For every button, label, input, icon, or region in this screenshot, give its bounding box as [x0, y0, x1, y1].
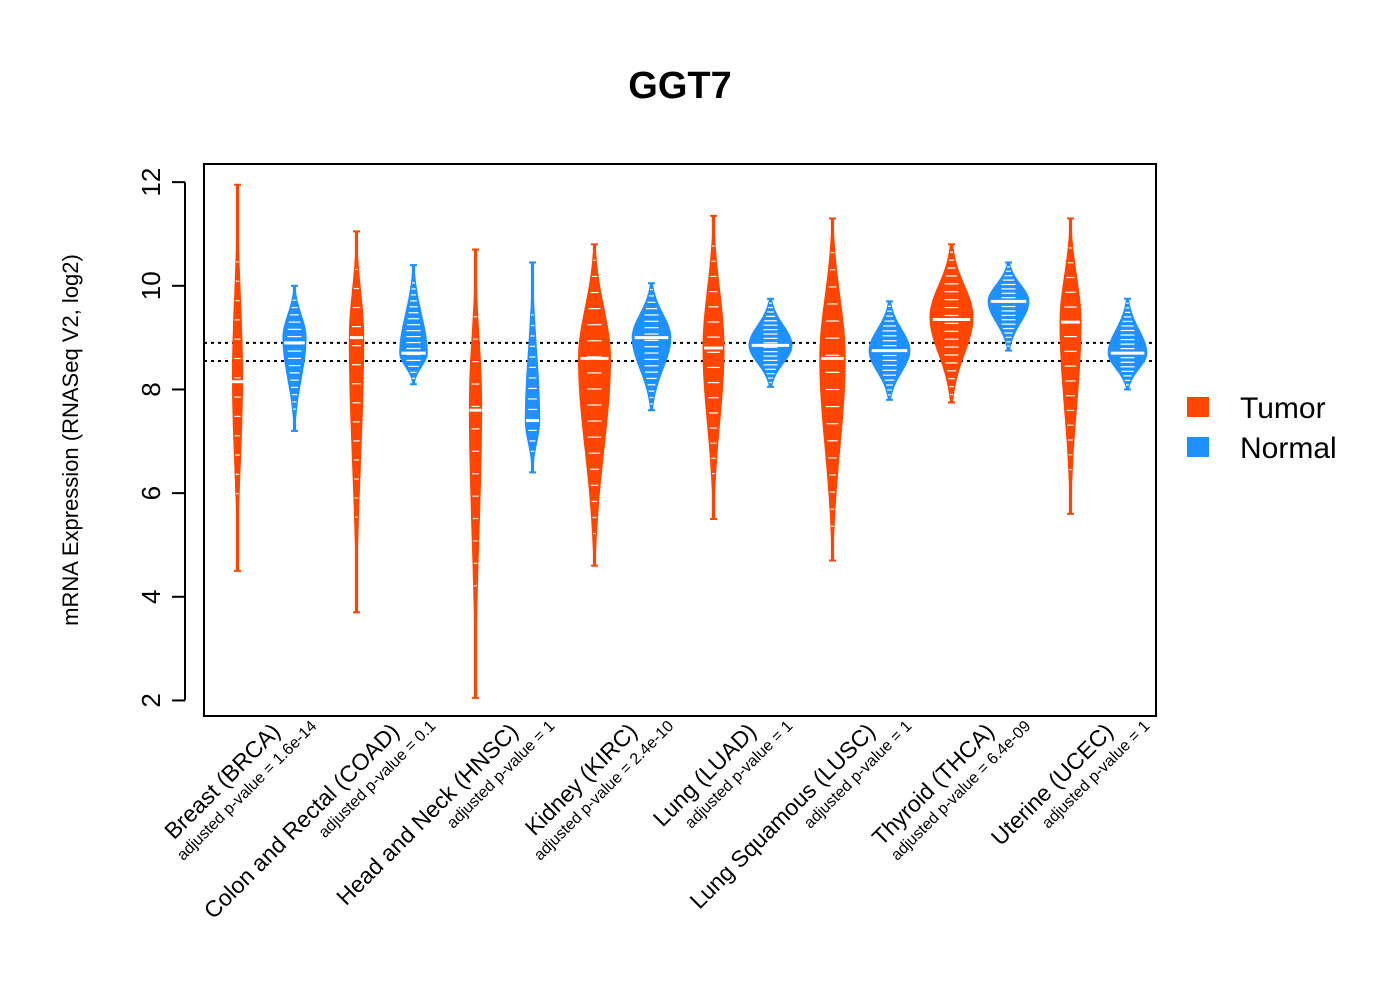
chart-title: GGT7 — [628, 65, 731, 107]
y-tick-label-6: 6 — [136, 486, 166, 500]
legend-swatch-normal — [1187, 437, 1209, 457]
category-label-coad: Colon and Rectal (COAD) — [199, 718, 404, 923]
y-tick-label-4: 4 — [136, 590, 166, 604]
legend-label-tumor: Tumor — [1240, 392, 1326, 425]
legend-label-normal: Normal — [1240, 432, 1337, 465]
y-tick-label-10: 10 — [136, 271, 166, 300]
legend-swatch-tumor — [1187, 397, 1209, 417]
y-tick-label-8: 8 — [136, 382, 166, 396]
y-tick-label-2: 2 — [136, 693, 166, 707]
y-axis-label: mRNA Expression (RNASeq V2, log2) — [58, 254, 83, 626]
y-tick-label-12: 12 — [136, 168, 166, 197]
legend: Tumor Normal — [1187, 392, 1337, 465]
plot-frame — [203, 163, 1157, 717]
